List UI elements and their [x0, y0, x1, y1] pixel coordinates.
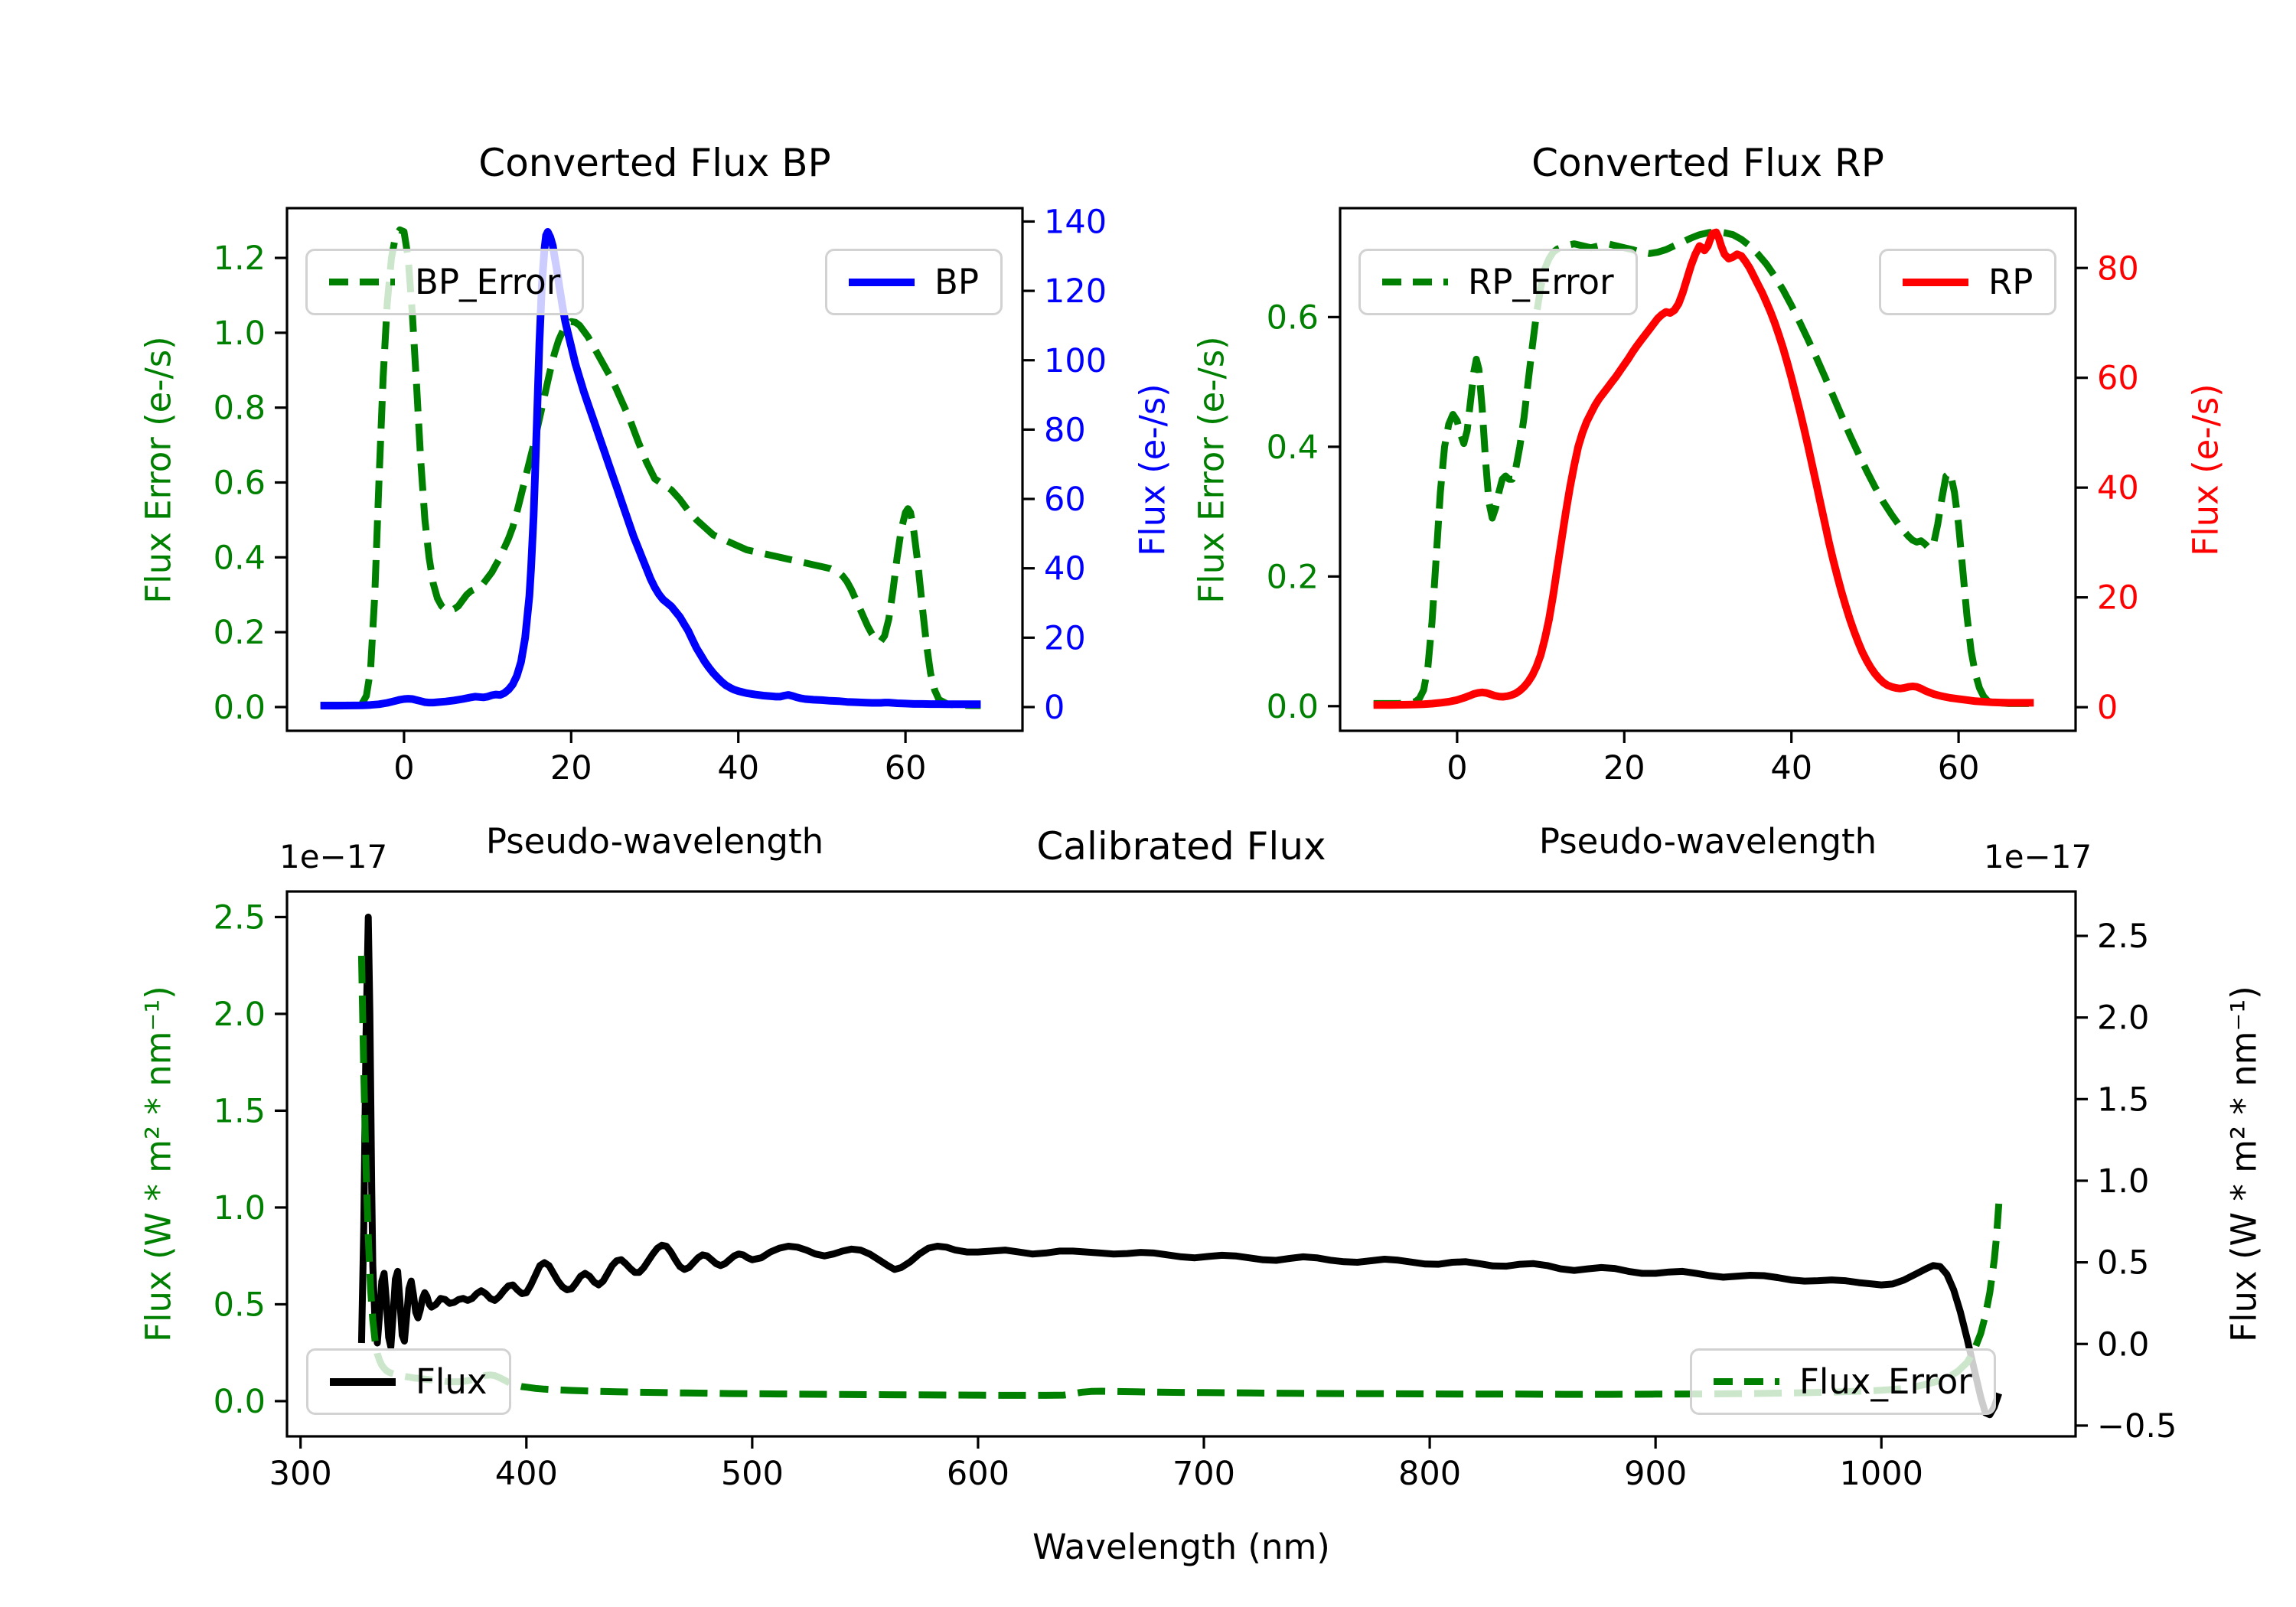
x-tick-label: 800 [1398, 1455, 1461, 1493]
x-tick-label: 700 [1172, 1455, 1235, 1493]
y-right-tick-label: 20 [2097, 579, 2139, 618]
bp-legend-line [849, 278, 915, 286]
y-left-tick-label: 0.2 [1267, 558, 1319, 596]
y-right-tick-label: 100 [1044, 342, 1107, 380]
x-tick-label: 40 [1770, 749, 1812, 787]
offset-text-left: 1e−17 [279, 838, 388, 875]
rp-xlabel: Pseudo-wavelength [1538, 821, 1877, 862]
curve-flux_error [357, 955, 2003, 1399]
y-right-tick-label: 120 [1044, 272, 1107, 311]
y-left-tick-label: 0.6 [1267, 298, 1319, 337]
y-right-tick-label: 40 [1044, 550, 1086, 588]
series-group [320, 226, 981, 710]
y-right-tick-label: 0 [1044, 689, 1065, 727]
curve-rp [1373, 228, 2034, 709]
y-left-tick-label: 0.6 [214, 464, 266, 503]
curve-flux [357, 913, 2002, 1419]
y-right-tick-label: 0 [2097, 689, 2118, 727]
x-tick-label: 500 [721, 1455, 784, 1493]
y-right-tick-label: 80 [1044, 411, 1086, 449]
calibrated-ylabel-left: Flux (W * m² * nm⁻¹) [138, 986, 179, 1342]
y-left-tick-label: 0.4 [1267, 429, 1319, 467]
curve-bp [320, 228, 981, 710]
bp-error-legend-label: BP_Error [415, 262, 561, 302]
offset-text-right: 1e−17 [1984, 838, 2092, 875]
y-right-tick-label: 80 [2097, 249, 2139, 288]
y-left-tick-label: 0.8 [214, 390, 266, 428]
flux-error-legend-line [1714, 1378, 1779, 1385]
series-group [1373, 228, 2034, 709]
rp-title: Converted Flux RP [1531, 141, 1884, 185]
y-right-tick-label: 0.0 [2097, 1325, 2149, 1364]
rp-legend-line [1903, 278, 1968, 286]
x-tick-label: 1000 [1840, 1455, 1923, 1493]
y-left-tick-label: 1.5 [214, 1092, 266, 1130]
flux-error-legend: Flux_Error [1690, 1348, 1996, 1415]
y-right-tick-label: 1.5 [2097, 1081, 2149, 1119]
rp-legend: RP [1879, 249, 2057, 315]
bp-ylabel-left: Flux Error (e-/s) [138, 335, 179, 604]
y-right-tick-label: 1.0 [2097, 1162, 2149, 1201]
rp-error-legend-label: RP_Error [1468, 262, 1614, 302]
y-right-tick-label: 140 [1044, 203, 1107, 241]
y-right-tick-label: −0.5 [2097, 1407, 2177, 1446]
x-tick-label: 40 [717, 749, 759, 787]
x-tick-label: 20 [1603, 749, 1645, 787]
flux-error-legend-label: Flux_Error [1799, 1361, 1972, 1402]
x-tick-label: 900 [1624, 1455, 1687, 1493]
rp-ylabel-right: Flux (e-/s) [2185, 383, 2226, 556]
y-left-tick-label: 2.5 [214, 898, 266, 937]
y-left-tick-label: 0.2 [214, 614, 266, 652]
y-right-tick-label: 60 [2097, 360, 2139, 398]
flux-legend-label: Flux [416, 1361, 488, 1402]
axes-spines [285, 890, 2077, 1438]
x-tick-label: 20 [550, 749, 592, 787]
y-right-tick-label: 2.0 [2097, 999, 2149, 1038]
y-left-tick-label: 1.2 [214, 240, 266, 278]
y-left-tick-label: 0.5 [214, 1286, 266, 1324]
bp-xlabel: Pseudo-wavelength [485, 821, 824, 862]
y-left-tick-label: 2.0 [214, 996, 266, 1034]
x-tick-label: 600 [947, 1455, 1009, 1493]
flux-legend-line [330, 1377, 396, 1386]
calibrated-ylabel-right: Flux (W * m² * nm⁻¹) [2223, 986, 2265, 1342]
calibrated-xlabel: Wavelength (nm) [1032, 1527, 1330, 1567]
y-right-tick-label: 40 [2097, 469, 2139, 507]
rp-error-legend-line [1382, 279, 1448, 285]
y-left-tick-label: 0.0 [214, 1383, 266, 1421]
y-left-tick-label: 0.4 [214, 539, 266, 577]
calibrated-title: Calibrated Flux [1036, 824, 1326, 869]
rp-ylabel-left: Flux Error (e-/s) [1191, 335, 1232, 604]
bp-legend: BP [825, 249, 1003, 315]
curve-rp_error [1373, 228, 2034, 707]
x-tick-label: 60 [1938, 749, 1980, 787]
axes-spines [1339, 207, 2077, 732]
y-right-tick-label: 20 [1044, 619, 1086, 657]
axes-spines [285, 207, 1024, 732]
y-left-tick-label: 0.0 [214, 689, 266, 727]
y-right-tick-label: 2.5 [2097, 918, 2149, 956]
y-left-tick-label: 0.0 [1267, 688, 1319, 726]
y-right-tick-label: 0.5 [2097, 1244, 2149, 1283]
x-tick-label: 300 [269, 1455, 332, 1493]
bp-error-legend: BP_Error [305, 249, 585, 315]
bp-title: Converted Flux BP [478, 141, 831, 185]
bp-ylabel-right: Flux (e-/s) [1132, 383, 1173, 556]
bp-error-legend-line [329, 279, 395, 285]
x-tick-label: 60 [885, 749, 927, 787]
rp-error-legend: RP_Error [1358, 249, 1638, 315]
curve-bp_error [320, 226, 981, 709]
bp-legend-label: BP [934, 262, 980, 302]
y-right-tick-label: 60 [1044, 481, 1086, 519]
series-group [357, 913, 2003, 1419]
x-tick-label: 0 [393, 749, 414, 787]
rp-legend-label: RP [1988, 262, 2033, 302]
y-left-tick-label: 1.0 [214, 1189, 266, 1227]
x-tick-label: 0 [1446, 749, 1467, 787]
y-left-tick-label: 1.0 [214, 315, 266, 353]
flux-legend: Flux [306, 1348, 511, 1415]
x-tick-label: 400 [495, 1455, 558, 1493]
